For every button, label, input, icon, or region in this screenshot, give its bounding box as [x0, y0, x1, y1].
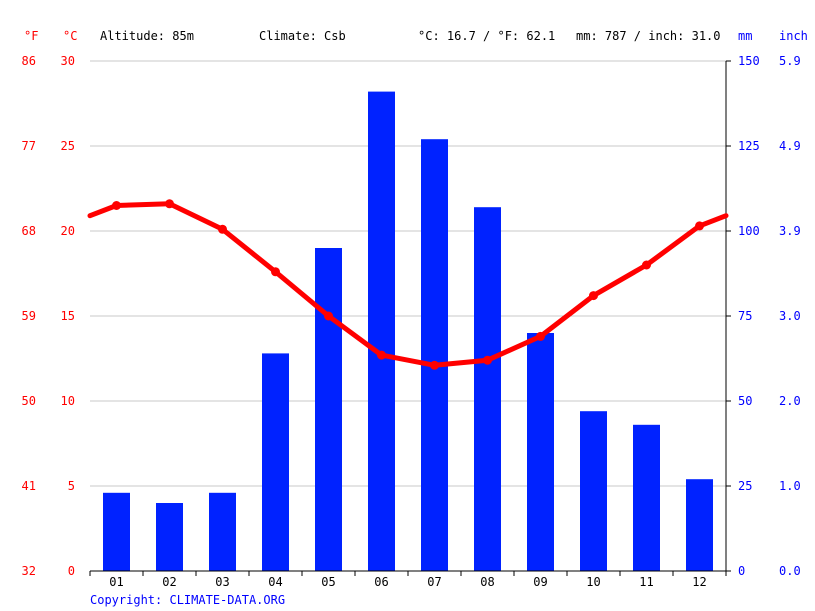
month-tick-label: 06: [374, 575, 388, 589]
month-tick-label: 07: [427, 575, 441, 589]
inch-tick-label: 0.0: [779, 564, 801, 578]
fahrenheit-tick-label: 68: [22, 224, 36, 238]
temperature-point: [483, 355, 492, 365]
inch-tick-label: 2.0: [779, 394, 801, 408]
precipitation-bar: [686, 479, 713, 571]
celsius-tick-label: 20: [61, 224, 75, 238]
temperature-point: [218, 224, 227, 234]
inch-tick-label: 3.0: [779, 309, 801, 323]
month-tick-label: 09: [533, 575, 547, 589]
fahrenheit-tick-label: 59: [22, 309, 36, 323]
month-tick-label: 10: [586, 575, 600, 589]
temperature-point: [271, 267, 280, 277]
temperature-point: [165, 199, 174, 209]
mm-tick-label: 75: [738, 309, 752, 323]
precipitation-bar: [474, 207, 501, 571]
celsius-tick-label: 15: [61, 309, 75, 323]
altitude-label: Altitude: 85m: [100, 29, 194, 43]
unit-fahrenheit-label: °F: [24, 29, 38, 43]
celsius-tick-label: 5: [68, 479, 75, 493]
month-tick-label: 04: [268, 575, 282, 589]
temperature-point: [589, 291, 598, 301]
mm-tick-label: 0: [738, 564, 745, 578]
precipitation-bar: [103, 492, 130, 571]
temperature-point: [695, 221, 704, 231]
precipitation-bar: [156, 503, 183, 571]
temperature-average-label: °C: 16.7 / °F: 62.1: [418, 29, 555, 43]
fahrenheit-tick-label: 86: [22, 54, 36, 68]
inch-tick-label: 4.9: [779, 139, 801, 153]
precipitation-bar: [209, 492, 236, 571]
unit-celsius-label: °C: [63, 29, 77, 43]
temperature-point: [112, 201, 121, 210]
month-tick-label: 11: [639, 575, 653, 589]
mm-tick-label: 125: [738, 139, 760, 153]
fahrenheit-tick-label: 32: [22, 564, 36, 578]
tick-labels: 8677685950413230252015105015012510075502…: [22, 54, 801, 589]
celsius-tick-label: 30: [61, 54, 75, 68]
celsius-tick-label: 0: [68, 564, 75, 578]
unit-inch-label: inch: [779, 29, 808, 43]
precipitation-bar: [633, 424, 660, 571]
temperature-point: [430, 360, 439, 370]
unit-mm-label: mm: [738, 29, 752, 43]
temperature-point: [377, 350, 386, 360]
temperature-series-line: [87, 201, 729, 368]
copyright-label: Copyright: CLIMATE-DATA.ORG: [90, 593, 285, 607]
inch-tick-label: 3.9: [779, 224, 801, 238]
month-tick-label: 01: [109, 575, 123, 589]
fahrenheit-tick-label: 50: [22, 394, 36, 408]
precipitation-total-label: mm: 787 / inch: 31.0: [576, 29, 721, 43]
mm-tick-label: 100: [738, 224, 760, 238]
grid-lines: [90, 60, 726, 487]
precipitation-bar: [421, 139, 448, 571]
precipitation-bar: [527, 333, 554, 571]
axes: [89, 60, 731, 576]
mm-tick-label: 25: [738, 479, 752, 493]
fahrenheit-tick-label: 77: [22, 139, 36, 153]
precipitation-bars: [103, 91, 713, 571]
temperature-point: [642, 260, 651, 270]
mm-tick-label: 50: [738, 394, 752, 408]
inch-tick-label: 5.9: [779, 54, 801, 68]
month-tick-label: 03: [215, 575, 229, 589]
precipitation-bar: [262, 353, 289, 571]
month-tick-label: 08: [480, 575, 494, 589]
month-tick-label: 02: [162, 575, 176, 589]
temperature-point: [324, 311, 333, 321]
celsius-tick-label: 25: [61, 139, 75, 153]
precipitation-bar: [368, 91, 395, 571]
precipitation-bar: [580, 411, 607, 571]
mm-tick-label: 150: [738, 54, 760, 68]
month-tick-label: 12: [692, 575, 706, 589]
temperature-line: [87, 199, 729, 370]
inch-tick-label: 1.0: [779, 479, 801, 493]
celsius-tick-label: 10: [61, 394, 75, 408]
precipitation-bar: [315, 248, 342, 571]
climate-label: Climate: Csb: [259, 29, 346, 43]
month-tick-label: 05: [321, 575, 335, 589]
fahrenheit-tick-label: 41: [22, 479, 36, 493]
temperature-point: [536, 331, 545, 341]
